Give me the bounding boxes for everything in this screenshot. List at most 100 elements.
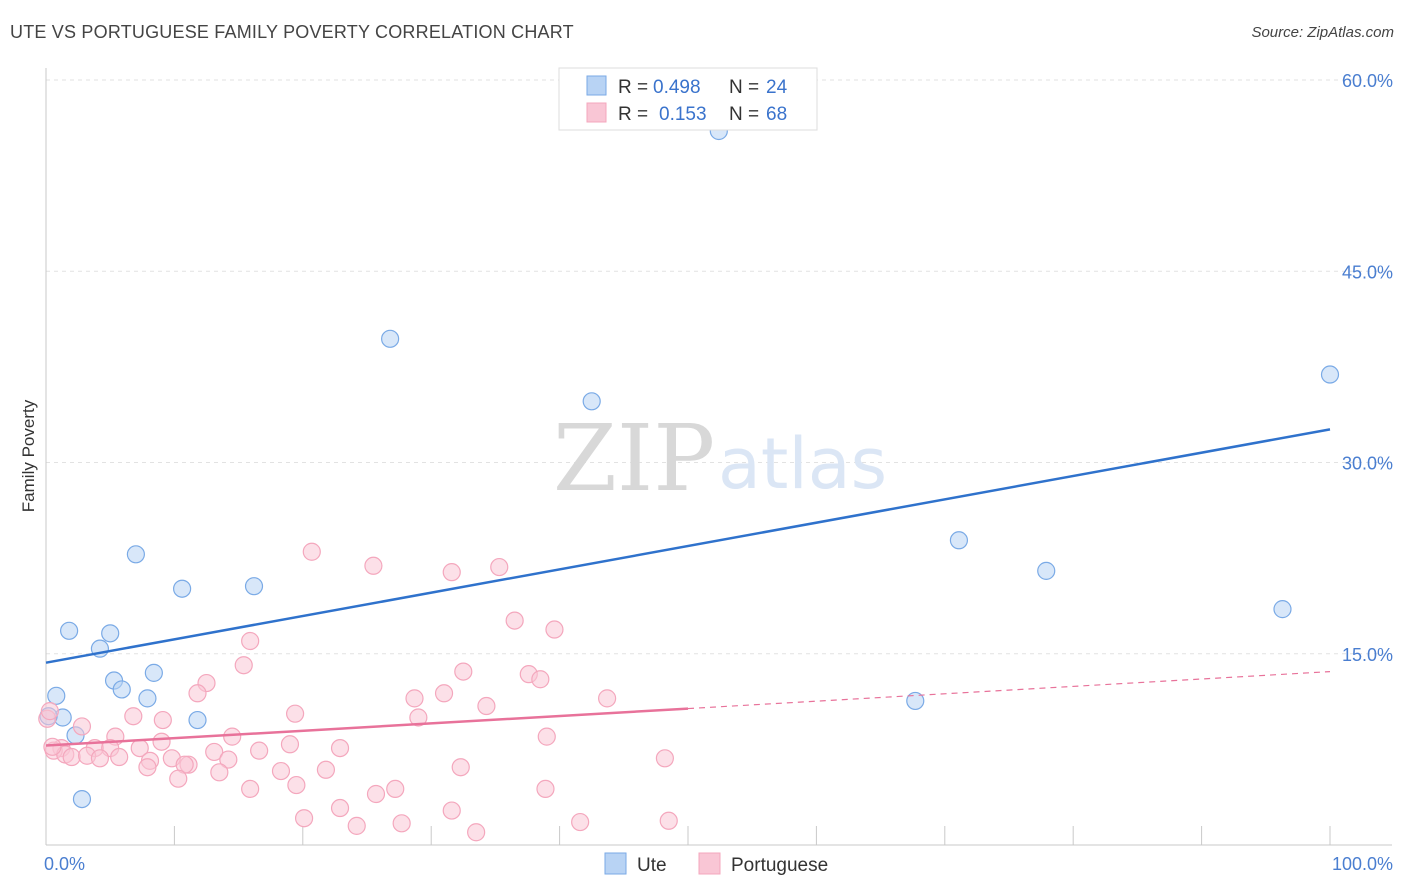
point-portuguese-46 [210,763,229,782]
grid-lines [46,79,1392,655]
point-portuguese-1 [364,556,383,575]
y-tick-label-3: 60.0% [1342,71,1393,91]
chart-title: UTE VS PORTUGUESE FAMILY POVERTY CORRELA… [10,22,574,42]
point-portuguese-59 [294,809,314,828]
point-portuguese-17 [285,704,305,723]
point-ute-9 [173,579,192,598]
point-portuguese-24 [152,732,171,751]
legend-n-label-ute: N = [729,77,759,98]
point-portuguese-6 [241,631,260,651]
point-ute-16 [112,680,131,699]
point-portuguese-50 [655,749,674,768]
point-ute-7 [906,691,925,711]
point-ute-14 [144,663,163,682]
point-portuguese-4 [505,611,524,630]
point-portuguese-60 [347,816,366,835]
point-portuguese-31 [250,741,269,760]
point-portuguese-49 [451,758,470,777]
point-portuguese-52 [241,779,260,799]
point-portuguese-18 [124,707,143,726]
y-axis-label: Family Poverty [19,399,38,512]
point-ute-19 [47,686,66,705]
bottom-legend-label-ute: Ute [637,855,667,876]
point-ute-3 [1320,365,1340,384]
legend-r-value-ute: 0.498 [653,77,701,98]
legend-r-value-portuguese: 0.153 [659,104,707,125]
point-portuguese-5 [545,620,564,639]
point-portuguese-58 [442,801,461,820]
point-ute-4 [949,531,969,550]
point-portuguese-51 [169,769,188,788]
point-portuguese-53 [287,775,306,795]
y-tick-label-0: 15.0% [1342,645,1393,665]
point-portuguese-45 [138,758,157,777]
x-tick-label-min: 0.0% [44,854,85,874]
point-portuguese-56 [536,779,555,799]
point-portuguese-13 [434,684,454,703]
point-portuguese-21 [72,717,92,736]
bottom-legend: Ute Portuguese [604,852,828,876]
legend-n-value-ute: 24 [766,77,788,98]
point-ute-23 [72,789,92,809]
point-portuguese-19 [153,710,172,730]
axes [45,68,1392,846]
x-tick-label-max: 100.0% [1332,854,1393,874]
point-ute-1 [381,329,400,348]
point-portuguese-12 [188,684,207,703]
legend-r-label-ute: R = [618,77,648,98]
point-portuguese-20 [409,708,428,727]
bottom-legend-swatch-portuguese [698,852,721,875]
point-portuguese-8 [454,662,473,681]
legend-swatch-ute [586,75,607,96]
point-portuguese-36 [62,747,81,767]
point-portuguese-16 [477,696,496,716]
point-portuguese-57 [330,798,350,818]
legend-r-label-portuguese: R = [618,104,648,125]
series-portuguese-points [38,542,678,842]
data-points [38,121,1340,842]
tick-labels: 15.0% 30.0% 45.0% 60.0% 0.0% 100.0% [44,71,1393,874]
watermark-zip: ZIP [553,405,715,512]
legend-n-label-portuguese: N = [729,104,759,125]
point-portuguese-22 [223,727,242,746]
bottom-legend-swatch-ute [604,852,627,875]
y-tick-label-1: 30.0% [1342,454,1393,474]
point-ute-11 [60,621,79,640]
point-portuguese-15 [598,689,617,708]
bottom-legend-label-portuguese: Portuguese [731,855,828,876]
point-portuguese-0 [302,542,321,561]
watermark: ZIP atlas [553,405,887,512]
point-portuguese-10 [531,670,550,689]
point-portuguese-67 [43,737,62,756]
trend-line-portuguese-extension [687,671,1331,710]
point-ute-12 [101,624,120,643]
point-portuguese-39 [110,747,129,767]
point-ute-6 [1273,600,1292,619]
watermark-atlas: atlas [718,423,887,505]
point-portuguese-43 [219,750,238,769]
point-ute-17 [138,689,157,708]
point-portuguese-14 [405,689,424,708]
trend-line-portuguese [45,707,689,747]
legend: R = 0.498 N = 24 R = 0.153 N = 68 [558,67,818,131]
point-ute-18 [188,710,207,730]
point-ute-2 [582,392,601,411]
point-portuguese-30 [205,742,224,762]
point-portuguese-47 [271,761,291,781]
point-portuguese-62 [467,823,486,842]
point-portuguese-66 [40,702,59,721]
point-portuguese-63 [571,812,590,832]
point-portuguese-48 [316,760,336,779]
point-portuguese-7 [234,656,253,675]
point-portuguese-3 [490,557,509,577]
point-ute-10 [244,577,264,596]
point-portuguese-2 [442,563,461,582]
legend-swatch-portuguese [586,102,607,123]
point-portuguese-38 [90,749,110,768]
point-portuguese-54 [386,779,405,799]
point-portuguese-55 [366,784,386,804]
trend-line-ute [45,428,1331,664]
point-portuguese-32 [280,735,300,754]
point-ute-5 [1037,561,1056,580]
legend-n-value-portuguese: 68 [766,104,787,125]
